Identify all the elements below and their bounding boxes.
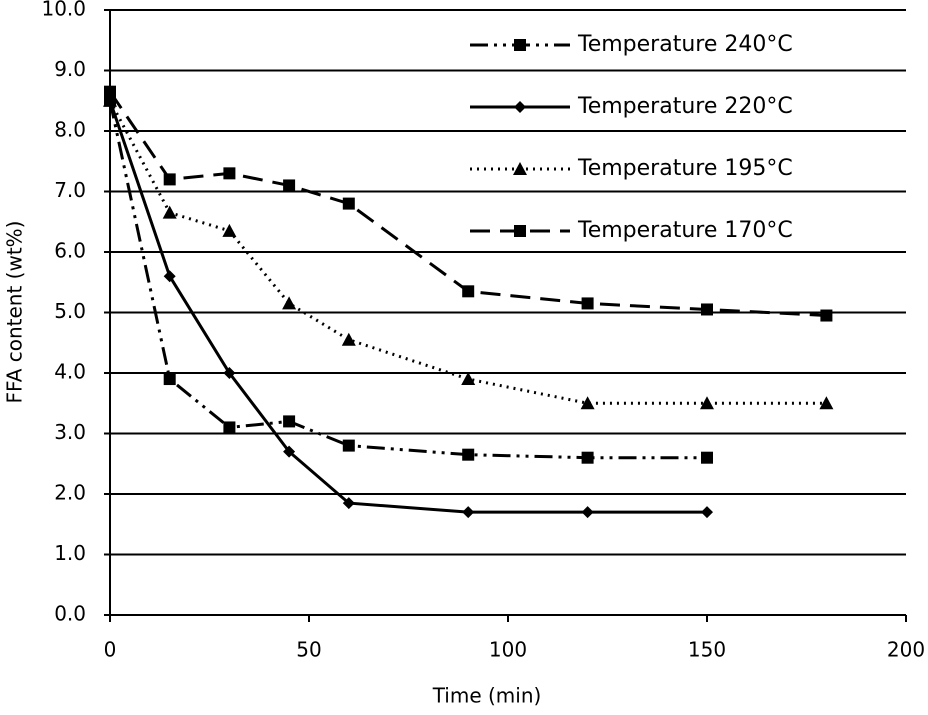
marker xyxy=(222,223,237,237)
marker xyxy=(581,451,594,464)
y-tick-label: 10.0 xyxy=(41,0,86,21)
series-line xyxy=(108,100,707,460)
marker xyxy=(163,173,176,186)
series-line xyxy=(108,100,827,405)
series-line xyxy=(108,100,707,514)
y-tick-label: 2.0 xyxy=(54,481,86,505)
x-tick-label: 150 xyxy=(688,638,726,662)
legend-label: Temperature 170°C xyxy=(577,218,793,243)
marker xyxy=(462,448,475,461)
marker xyxy=(581,506,594,519)
legend-label: Temperature 240°C xyxy=(577,32,793,57)
series-line xyxy=(108,90,827,318)
marker xyxy=(103,93,117,107)
marker xyxy=(223,421,236,434)
marker xyxy=(283,415,296,428)
x-tick-label: 100 xyxy=(489,638,527,662)
x-tick-label: 50 xyxy=(296,638,321,662)
legend-marker xyxy=(514,225,526,237)
marker xyxy=(341,332,356,346)
legend-marker xyxy=(513,162,527,175)
marker xyxy=(820,309,833,322)
marker xyxy=(700,396,714,410)
marker xyxy=(223,167,236,180)
y-tick-label: 8.0 xyxy=(54,118,86,142)
marker xyxy=(701,451,713,464)
marker xyxy=(282,296,297,310)
marker xyxy=(701,506,713,519)
y-tick-label: 5.0 xyxy=(54,299,86,323)
marker xyxy=(283,179,296,192)
marker xyxy=(163,373,176,386)
legend-label: Temperature 220°C xyxy=(577,94,793,119)
legend-marker xyxy=(514,39,526,51)
marker xyxy=(580,396,595,410)
marker xyxy=(162,205,177,219)
marker xyxy=(163,270,176,283)
marker xyxy=(223,367,236,379)
x-axis-label: Time (min) xyxy=(432,684,542,708)
marker xyxy=(462,285,475,298)
y-tick-label: 3.0 xyxy=(54,420,86,444)
marker xyxy=(462,506,475,519)
marker xyxy=(342,197,355,210)
marker xyxy=(283,445,296,458)
marker xyxy=(461,372,476,386)
marker xyxy=(104,85,116,98)
y-tick-label: 1.0 xyxy=(54,541,86,565)
legend-marker xyxy=(514,101,526,113)
x-tick-label: 0 xyxy=(104,638,117,662)
marker xyxy=(819,396,834,410)
legend-label: Temperature 195°C xyxy=(577,156,793,181)
y-tick-label: 9.0 xyxy=(54,57,86,81)
y-tick-label: 6.0 xyxy=(54,239,86,263)
y-tick-label: 7.0 xyxy=(54,178,86,202)
x-tick-label: 200 xyxy=(887,638,925,662)
y-tick-label: 0.0 xyxy=(54,602,86,626)
marker xyxy=(342,439,355,452)
marker xyxy=(342,497,355,510)
marker xyxy=(701,303,713,316)
y-axis-label: FFA content (wt%) xyxy=(3,221,27,404)
y-tick-label: 4.0 xyxy=(54,360,86,384)
marker xyxy=(581,297,594,310)
